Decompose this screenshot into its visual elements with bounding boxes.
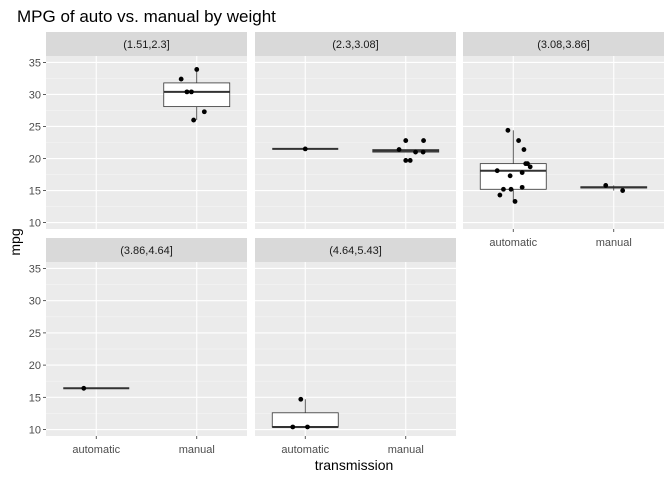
y-tick-label: 35	[29, 57, 41, 69]
chart-title: MPG of auto vs. manual by weight	[17, 7, 276, 26]
data-point	[494, 168, 500, 174]
data-point	[396, 147, 402, 152]
data-point	[302, 146, 308, 152]
data-point	[507, 173, 513, 179]
data-point	[305, 424, 310, 430]
facet-strip-label: (4.64,5.43]	[329, 245, 382, 257]
data-point	[191, 117, 197, 123]
data-point	[189, 89, 194, 95]
x-tick-label: manual	[388, 444, 424, 456]
y-tick-label: 10	[29, 218, 41, 230]
data-point	[521, 147, 527, 152]
y-tick-label: 20	[29, 360, 41, 372]
data-point	[81, 385, 87, 391]
data-point	[497, 192, 503, 198]
facet-strip	[255, 32, 456, 56]
data-point	[184, 89, 190, 95]
y-tick-label: 30	[29, 89, 41, 101]
x-tick-label: automatic	[489, 237, 537, 249]
data-point	[508, 186, 514, 192]
x-tick-label: manual	[596, 237, 632, 249]
facet-panel: (3.86,4.64] 10 15 20 25 30 35 automatic manual	[29, 238, 247, 456]
y-tick-label: 20	[29, 154, 41, 166]
facet-strip	[463, 32, 664, 56]
data-point	[421, 138, 426, 143]
data-point	[512, 199, 518, 204]
facet-strip	[255, 238, 456, 262]
data-point	[603, 183, 609, 188]
data-point	[194, 67, 200, 72]
data-point	[527, 164, 533, 170]
x-tick-label: manual	[179, 444, 215, 456]
box	[163, 82, 231, 108]
facet-strip-label: (3.08,3.86]	[537, 39, 590, 51]
data-point	[519, 184, 525, 190]
y-tick-label: 35	[29, 263, 41, 275]
data-point	[519, 170, 525, 176]
data-point	[505, 127, 511, 133]
data-point	[298, 396, 304, 402]
facet-strip-label: (3.86,4.64]	[120, 245, 173, 257]
y-tick-label: 25	[29, 121, 41, 133]
y-axis-title: mpg	[7, 228, 23, 255]
y-tick-label: 15	[29, 186, 41, 198]
data-point	[620, 188, 626, 193]
facet-strip	[46, 238, 247, 262]
data-point	[413, 149, 418, 155]
data-point	[290, 424, 296, 430]
facet-panel: (4.64,5.43] automatic manual	[255, 238, 456, 456]
facet-panel: (2.3,3.08]	[255, 32, 456, 229]
facet-panels: (1.51,2.3] 10 15 20 25 30 35 (2.3,3.08] (3.08,3.…	[29, 32, 664, 456]
facet-strip-label: (2.3,3.08]	[332, 39, 378, 51]
data-point	[403, 158, 409, 163]
x-axis-title: transmission	[315, 457, 394, 473]
box	[271, 412, 339, 428]
data-point	[407, 158, 413, 163]
x-tick-label: automatic	[72, 444, 120, 456]
data-point	[178, 76, 184, 82]
facet-panel: (3.08,3.86] automatic manual	[463, 32, 664, 249]
facet-strip-label: (1.51,2.3]	[123, 39, 169, 51]
y-tick-label: 25	[29, 328, 41, 340]
box	[479, 163, 547, 190]
y-tick-label: 30	[29, 296, 41, 308]
data-point	[501, 186, 506, 192]
facet-strip	[46, 32, 247, 56]
facet-panel: (1.51,2.3] 10 15 20 25 30 35	[29, 32, 247, 230]
y-tick-label: 15	[29, 392, 41, 404]
data-point	[403, 138, 409, 143]
y-tick-label: 10	[29, 425, 41, 437]
data-point	[516, 138, 521, 143]
data-point	[420, 149, 426, 155]
data-point	[201, 109, 207, 115]
data-point	[525, 161, 530, 167]
x-tick-label: automatic	[281, 444, 329, 456]
